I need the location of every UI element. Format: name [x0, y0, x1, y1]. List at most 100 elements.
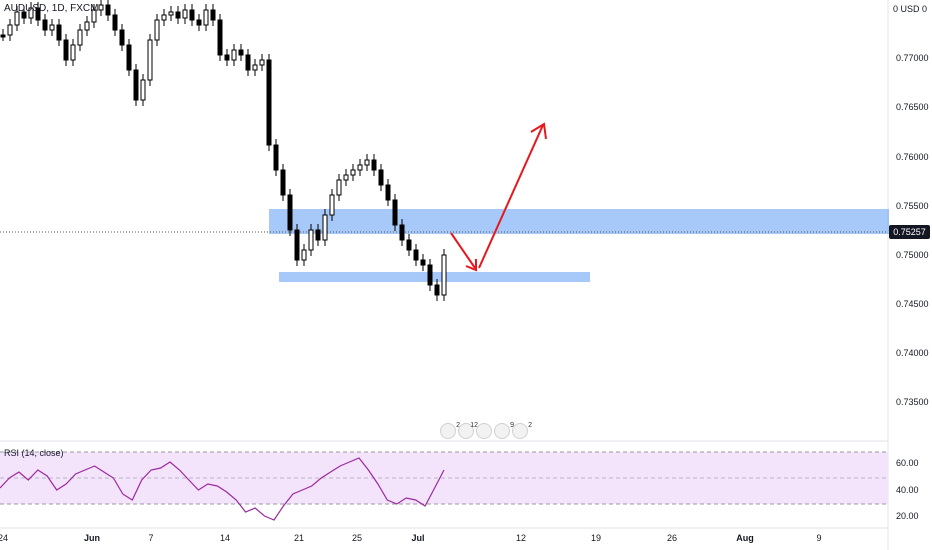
candle-body	[301, 249, 307, 261]
candle-body	[280, 169, 286, 196]
candle-body	[70, 44, 76, 61]
candle-body	[399, 224, 405, 241]
rsi-axis-tick: 60.00	[896, 458, 919, 468]
candle-body	[161, 14, 167, 21]
candle-body	[42, 19, 48, 31]
time-axis-tick: 21	[293, 533, 305, 543]
event-count: 9	[510, 422, 514, 429]
event-count: 12	[470, 422, 478, 429]
candle-body	[322, 214, 328, 241]
candle-body	[427, 264, 433, 286]
candle-body	[126, 44, 132, 71]
candlestick-series	[0, 0, 447, 301]
candle-body	[56, 24, 62, 41]
candle-body	[21, 11, 27, 19]
candle-body	[0, 34, 6, 38]
projection-arrows[interactable]	[450, 122, 547, 272]
price-axis-tick: 0.76500	[896, 102, 929, 112]
time-axis-tick: 26	[666, 533, 678, 543]
candle-body	[14, 11, 20, 26]
candle-body	[105, 4, 111, 16]
au-flag-icon[interactable]: 2	[512, 422, 532, 439]
candle-body	[168, 11, 174, 16]
time-axis-tick: 7	[148, 533, 154, 543]
candle-body	[119, 29, 125, 46]
event-count: 2	[456, 422, 460, 429]
candle-body	[245, 54, 251, 71]
resistance-zone[interactable]	[269, 209, 889, 234]
price-axis-tick: 0.75000	[896, 250, 929, 260]
candle-body	[7, 24, 13, 36]
candle-body	[441, 254, 447, 296]
candle-body	[238, 49, 244, 56]
rsi-axis-tick: 40.00	[896, 485, 919, 495]
candle-body	[203, 9, 209, 26]
time-axis-tick: Jun	[83, 533, 101, 543]
currency-label[interactable]: 0 USD 0	[893, 4, 928, 14]
candle-body	[287, 194, 293, 231]
time-axis-tick: Aug	[736, 533, 754, 543]
candle-body	[336, 179, 342, 196]
time-axis-tick: 12	[515, 533, 527, 543]
candle-body	[273, 144, 279, 171]
candle-body	[217, 19, 223, 56]
candle-body	[252, 64, 258, 71]
candle-body	[154, 19, 160, 41]
price-axis-tick: 0.77000	[896, 53, 929, 63]
au-flag-icon[interactable]: 2	[440, 422, 460, 439]
candle-body	[343, 174, 349, 181]
candle-body	[49, 24, 55, 31]
us-flag-icon[interactable]	[476, 423, 492, 439]
time-axis-tick: 14	[219, 533, 231, 543]
price-axis-tick: 0.75500	[896, 201, 929, 211]
time-axis-tick: 9	[816, 533, 822, 543]
time-axis-tick: 19	[590, 533, 602, 543]
candle-body	[77, 29, 83, 46]
price-axis-tick: 0.74000	[896, 348, 929, 358]
candle-body	[35, 7, 41, 21]
candle-body	[91, 9, 97, 23]
candle-body	[371, 159, 377, 171]
candle-body	[364, 159, 370, 166]
candle-body	[147, 39, 153, 81]
candle-body	[231, 49, 237, 61]
candle-body	[385, 184, 391, 201]
economic-events-bar[interactable]: 2 12 9 2	[440, 422, 532, 439]
us-flag-icon[interactable]: 9	[494, 422, 514, 439]
candle-body	[63, 39, 69, 61]
us-flag-icon[interactable]: 12	[458, 422, 478, 439]
candle-body	[406, 239, 412, 251]
candle-body	[182, 9, 188, 19]
candle-body	[140, 79, 146, 101]
time-axis-tick: Jul	[411, 533, 425, 543]
rsi-indicator-label[interactable]: RSI (14, close)	[4, 448, 64, 458]
support-zone[interactable]	[279, 272, 590, 282]
candle-body	[175, 11, 181, 19]
price-axis-tick: 0.73500	[896, 397, 929, 407]
candle-body	[434, 284, 440, 296]
candle-body	[189, 9, 195, 21]
symbol-label[interactable]: AUDUSD, 1D, FXCM	[4, 3, 99, 14]
candle-body	[420, 259, 426, 266]
candle-body	[84, 21, 90, 31]
current-price-tag: 0.75257	[889, 225, 930, 239]
candle-body	[378, 169, 384, 186]
candle-body	[133, 69, 139, 101]
candle-body	[112, 14, 118, 31]
time-axis-tick: 25	[351, 533, 363, 543]
candle-body	[329, 194, 335, 216]
candle-body	[98, 4, 104, 11]
candle-body	[413, 249, 419, 261]
price-axis-tick: 0.74500	[896, 299, 929, 309]
event-count: 2	[528, 422, 532, 429]
candle-body	[224, 54, 230, 61]
rsi-line	[0, 457, 445, 521]
candle-body	[294, 229, 300, 261]
candle-body	[308, 229, 314, 251]
candle-body	[196, 19, 202, 26]
candle-body	[350, 169, 356, 176]
rsi-axis-tick: 20.00	[896, 511, 919, 521]
candle-body	[392, 199, 398, 226]
candle-body	[28, 7, 34, 19]
